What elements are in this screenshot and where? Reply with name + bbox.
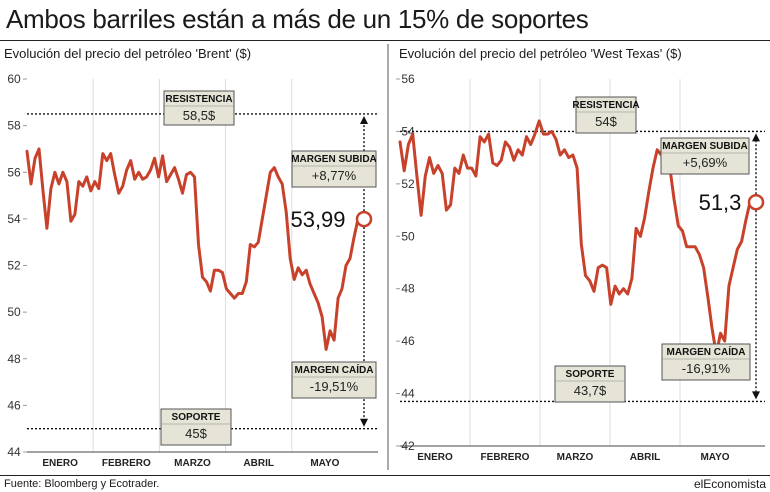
brent-margin-up-box: MARGEN SUBIDA +8,77% [291, 150, 377, 188]
brent-margin-up-title: MARGEN SUBIDA [291, 154, 377, 165]
brent-chart: 44 46 48 50 52 54 56 58 60 ENERO FEBRERO MARZO ABRIL… [7, 72, 378, 469]
wti-resistance-value: 54$ [595, 114, 617, 129]
brent-margin-down-box-bg [291, 361, 377, 399]
brent-support-box-bg [160, 408, 232, 446]
brent-support-value: 45$ [185, 426, 207, 441]
wti-month-label: MAYO [700, 452, 729, 463]
brent-month-label: FEBRERO [102, 458, 151, 469]
wti-arrow-down-head [752, 391, 760, 400]
brent-margin-down-value: -19,51% [310, 379, 359, 394]
wti-last-point [747, 193, 765, 211]
brent-y-tick-label: 46 [7, 398, 21, 412]
wti-y-tick-label: 44 [401, 387, 415, 401]
brent-y-tick-label: 44 [7, 445, 21, 459]
wti-resistance-box: RESISTENCIA 54$ [572, 96, 640, 134]
wti-y-tick-label: 56 [401, 72, 415, 86]
brent-resistance-value: 58,5$ [183, 108, 216, 123]
brent-resistance-box: RESISTENCIA 58,5$ [163, 90, 235, 126]
wti-margin-down-box: MARGEN CAÍDA -16,91% [661, 343, 751, 381]
wti-resistance-box-bg [575, 96, 637, 134]
top-rule [0, 40, 770, 41]
wti-month-label: FEBRERO [481, 452, 530, 463]
wti-support-box-bg [554, 365, 626, 403]
wti-margin-up-value: +5,69% [683, 155, 728, 170]
bottom-rule [0, 475, 770, 476]
brent-subtitle: Evolución del precio del petróleo 'Brent… [4, 46, 252, 61]
wti-support-box: SOPORTE 43,7$ [554, 365, 626, 403]
page-title: Ambos barriles están a más de un 15% de … [6, 4, 589, 34]
brent-margin-up-value: +8,77% [312, 168, 357, 183]
brent-arrow-up-head [360, 115, 368, 124]
brand-logo-text: elEconomista [693, 477, 766, 491]
wti-margin-down-box-bg [661, 343, 751, 381]
wti-subtitle: Evolución del precio del petróleo 'West … [399, 46, 682, 61]
wti-margin-down-title: MARGEN CAÍDA [667, 345, 746, 358]
wti-margin-up-box: MARGEN SUBIDA +5,69% [660, 137, 750, 175]
wti-margin-down-value: -16,91% [682, 361, 731, 376]
brent-margin-down-box: MARGEN CAÍDA -19,51% [291, 361, 377, 399]
brent-y-tick-label: 54 [7, 212, 21, 226]
brent-margin-up-box-bg [291, 150, 377, 188]
wti-y-tick-label: 50 [401, 229, 415, 243]
brent-resistance-box-bg [163, 90, 235, 126]
wti-y-tick-label: 46 [401, 334, 415, 348]
brent-month-label: ABRIL [243, 458, 274, 469]
wti-price-line [398, 119, 752, 356]
brent-support-box: SOPORTE 45$ [160, 408, 232, 446]
brent-y-tick-label: 60 [7, 72, 21, 86]
wti-month-label: ENERO [417, 452, 453, 463]
wti-arrow-up-head [752, 133, 760, 142]
brent-support-title: SOPORTE [172, 412, 221, 423]
wti-month-label: MARZO [557, 452, 594, 463]
brent-resistance-title: RESISTENCIA [165, 94, 232, 105]
wti-y-tick-label: 52 [401, 177, 415, 191]
brent-last-value-label: 53,99 [290, 207, 345, 232]
wti-y-tick-label: 42 [401, 439, 415, 453]
brent-y-tick-label: 56 [7, 165, 21, 179]
brent-y-tick-label: 58 [7, 119, 21, 133]
wti-resistance-title: RESISTENCIA [572, 100, 639, 111]
brent-month-label: MAYO [310, 458, 339, 469]
wti-support-value: 43,7$ [574, 383, 607, 398]
wti-month-label: ABRIL [630, 452, 661, 463]
wti-y-tick-label: 48 [401, 282, 415, 296]
brent-last-point [355, 210, 373, 228]
brent-y-tick-label: 52 [7, 259, 21, 273]
brent-y-tick-label: 48 [7, 352, 21, 366]
source-note: Fuente: Bloomberg y Ecotrader. [4, 478, 160, 490]
brent-arrow-down-head [360, 418, 368, 427]
wti-last-value-label: 51,3 [699, 190, 742, 215]
brent-margin-down-title: MARGEN CAÍDA [295, 363, 374, 376]
brent-month-label: MARZO [174, 458, 211, 469]
wti-margin-up-title: MARGEN SUBIDA [662, 141, 748, 152]
brent-price-line [25, 147, 360, 351]
wti-margin-up-box-bg [660, 137, 750, 175]
brent-month-label: ENERO [42, 458, 78, 469]
brent-y-tick-label: 50 [7, 305, 21, 319]
wti-support-title: SOPORTE [566, 369, 615, 380]
